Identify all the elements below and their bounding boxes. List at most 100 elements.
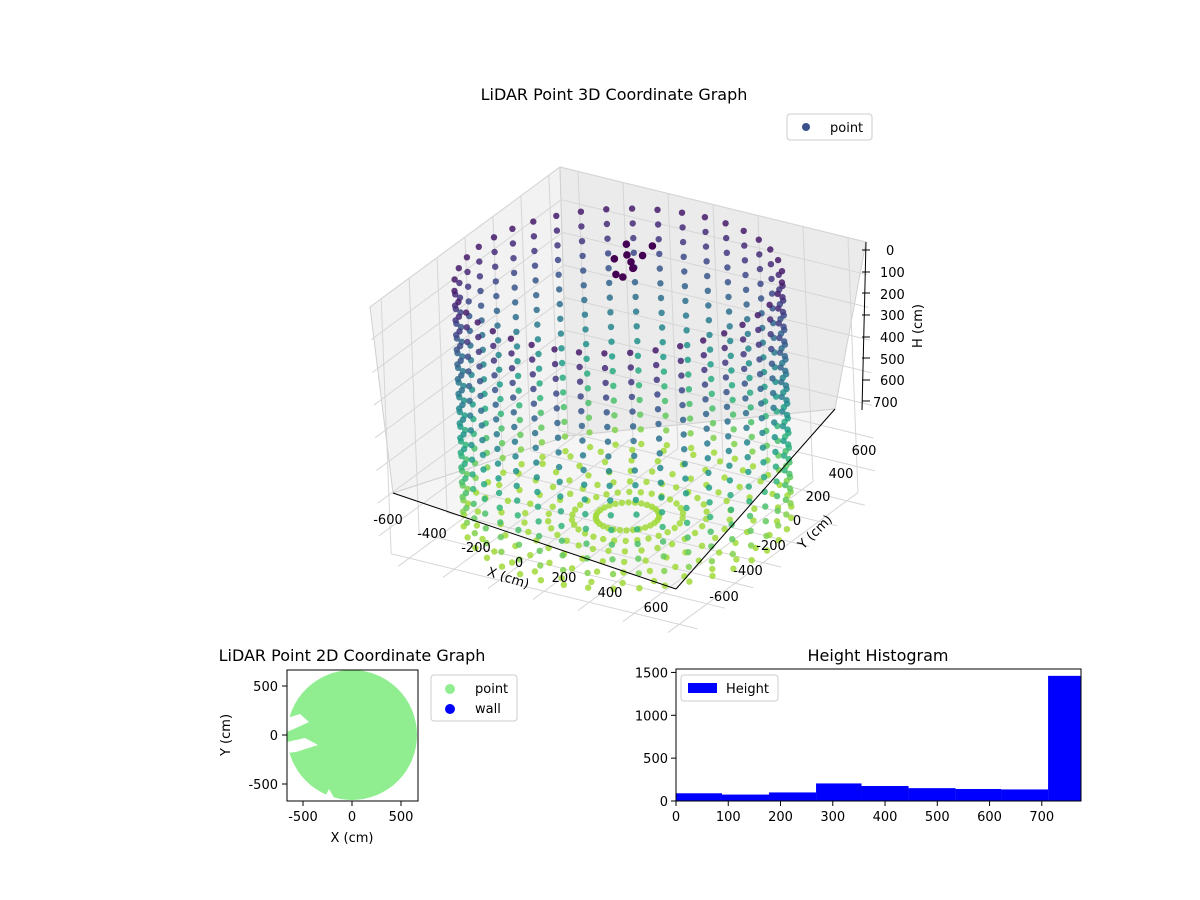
legend-frame: [786, 113, 873, 141]
point-3d: [508, 350, 515, 357]
grid-line: [562, 231, 869, 308]
point-3d: [553, 212, 560, 220]
legend-label-point: point: [475, 682, 508, 697]
point-3d: [567, 490, 574, 497]
point-3d: [630, 249, 637, 256]
point-3d: [559, 374, 566, 381]
point-3d: [722, 359, 729, 366]
grid-line: [667, 492, 859, 633]
point-3d: [609, 556, 616, 563]
point-3d: [509, 240, 517, 247]
x-tick-label: 700: [1029, 810, 1054, 825]
histogram-bar: [1048, 675, 1081, 801]
point-3d: [468, 456, 476, 463]
point-3d: [516, 402, 523, 409]
point-3d: [679, 509, 687, 517]
point-3d: [535, 365, 543, 372]
point-3d: [583, 540, 590, 547]
point-3d: [530, 385, 537, 393]
point-3d: [473, 522, 481, 529]
point-3d: [727, 506, 735, 513]
point-3d: [549, 503, 556, 510]
point-3d: [705, 484, 713, 491]
x-tick-label: 600: [644, 601, 669, 616]
grid-line: [847, 237, 859, 493]
point-3d: [701, 366, 708, 374]
point-3d: [710, 449, 718, 456]
point-3d: [462, 490, 470, 497]
point-3d: [576, 378, 584, 385]
point-3d: [786, 485, 794, 492]
point-3d: [779, 308, 787, 316]
point-3d: [658, 509, 666, 516]
point-3d: [581, 296, 588, 304]
point-3d: [726, 462, 733, 469]
point-3d: [759, 429, 766, 437]
point-3d: [729, 411, 737, 418]
point-3d: [783, 397, 790, 404]
point-3d: [509, 379, 516, 387]
y-tick-label: 500: [253, 680, 278, 695]
point-3d: [597, 448, 604, 455]
z-tick-label: 500: [880, 353, 905, 368]
point-3d: [619, 579, 626, 587]
x-axis-label: X (cm): [485, 565, 531, 593]
y-axis-line: [675, 408, 836, 590]
point-3d: [535, 518, 542, 525]
point-3d: [461, 460, 468, 467]
point-3d: [559, 552, 566, 559]
point-3d: [517, 431, 524, 438]
point-3d: [500, 469, 507, 476]
point-3d: [532, 277, 539, 284]
point-3d: [567, 453, 574, 460]
point-3d: [549, 483, 557, 491]
point-3d: [779, 408, 786, 415]
point-3d: [477, 392, 484, 400]
point-3d: [700, 337, 707, 344]
point-3d: [539, 453, 546, 461]
point-3d: [769, 389, 777, 397]
point-3d: [517, 446, 525, 453]
point-3d: [715, 489, 722, 496]
point-3d: [729, 550, 736, 558]
point-3d: [677, 357, 684, 365]
point-3d: [739, 336, 747, 343]
point-3d: [600, 535, 607, 543]
point-3d: [545, 518, 552, 525]
point-3d: [679, 515, 686, 522]
point-3d: [476, 378, 484, 385]
point-3d: [684, 341, 691, 349]
point-3d: [646, 567, 654, 575]
point-3d: [643, 478, 650, 486]
point-3d: [621, 548, 629, 555]
point-3d: [740, 227, 747, 235]
point-3d: [749, 448, 756, 455]
point-3d: [722, 220, 729, 227]
point-3d: [457, 357, 464, 364]
point-3d: [702, 410, 710, 418]
point-3d: [635, 382, 643, 389]
point-3d: [581, 311, 589, 318]
point-3d: [773, 492, 781, 500]
point-3d: [554, 242, 561, 249]
point-3d: [603, 206, 610, 213]
point-3d: [767, 331, 774, 338]
point-3d: [659, 523, 666, 531]
point-3d: [631, 279, 639, 286]
point-3d: [480, 481, 488, 488]
point-3d: [512, 299, 519, 306]
point-3d: [588, 578, 595, 586]
point-3d: [723, 249, 730, 256]
point-3d: [579, 252, 586, 260]
point-3d: [703, 425, 710, 432]
point-3d: [629, 446, 636, 454]
point-3d: [528, 341, 535, 349]
point-3d: [558, 359, 566, 367]
point-3d: [608, 526, 615, 534]
y-tick-label: 500: [643, 752, 668, 767]
point-3d: [606, 502, 613, 509]
point-3d: [512, 313, 519, 321]
legend-3d: point: [786, 113, 873, 141]
point-3d: [460, 431, 467, 438]
grid-line: [565, 297, 872, 374]
